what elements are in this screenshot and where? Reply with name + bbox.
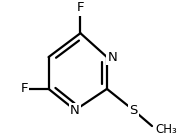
Text: F: F — [21, 82, 29, 95]
Text: N: N — [107, 51, 117, 64]
Text: N: N — [70, 104, 80, 117]
Text: F: F — [77, 2, 84, 14]
Text: CH₃: CH₃ — [155, 123, 177, 136]
Text: S: S — [129, 104, 138, 117]
